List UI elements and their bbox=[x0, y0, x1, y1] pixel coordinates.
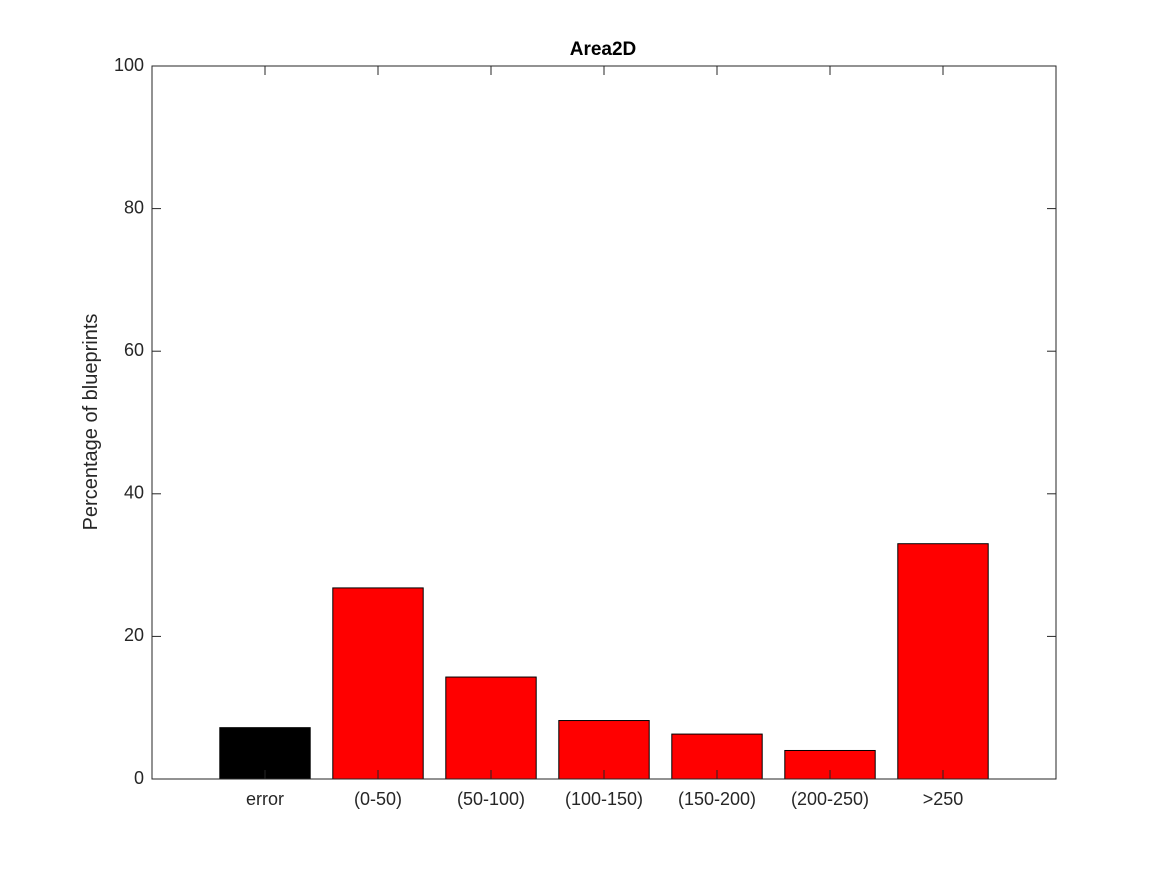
x-tick-label: (150-200) bbox=[678, 789, 756, 809]
x-tick-label: (100-150) bbox=[565, 789, 643, 809]
tick-labels: error (0-50) (50-100) (100-150) (150-200) (20… bbox=[114, 55, 963, 809]
bars bbox=[219, 543, 989, 780]
axis-ticks bbox=[152, 65, 1056, 780]
chart-title: Area2D bbox=[570, 39, 637, 60]
bar-2 bbox=[445, 676, 537, 780]
x-tick-label: >250 bbox=[923, 789, 964, 809]
x-tick-label: (0-50) bbox=[354, 789, 402, 809]
y-tick-label: 100 bbox=[114, 55, 144, 75]
y-axis-label: Percentage of blueprints bbox=[80, 314, 102, 531]
y-tick-label: 40 bbox=[124, 483, 144, 503]
bar-4 bbox=[671, 733, 763, 780]
plot-area-frame bbox=[151, 65, 1057, 780]
y-tick-label: 60 bbox=[124, 340, 144, 360]
bar-3 bbox=[558, 720, 650, 780]
x-tick-label: error bbox=[246, 789, 284, 809]
bar-6 bbox=[897, 543, 989, 780]
x-tick-label: (50-100) bbox=[457, 789, 525, 809]
y-tick-label: 20 bbox=[124, 625, 144, 645]
bar-1 bbox=[332, 587, 424, 780]
y-tick-label: 80 bbox=[124, 197, 144, 217]
y-tick-label: 0 bbox=[134, 768, 144, 788]
x-tick-label: (200-250) bbox=[791, 789, 869, 809]
